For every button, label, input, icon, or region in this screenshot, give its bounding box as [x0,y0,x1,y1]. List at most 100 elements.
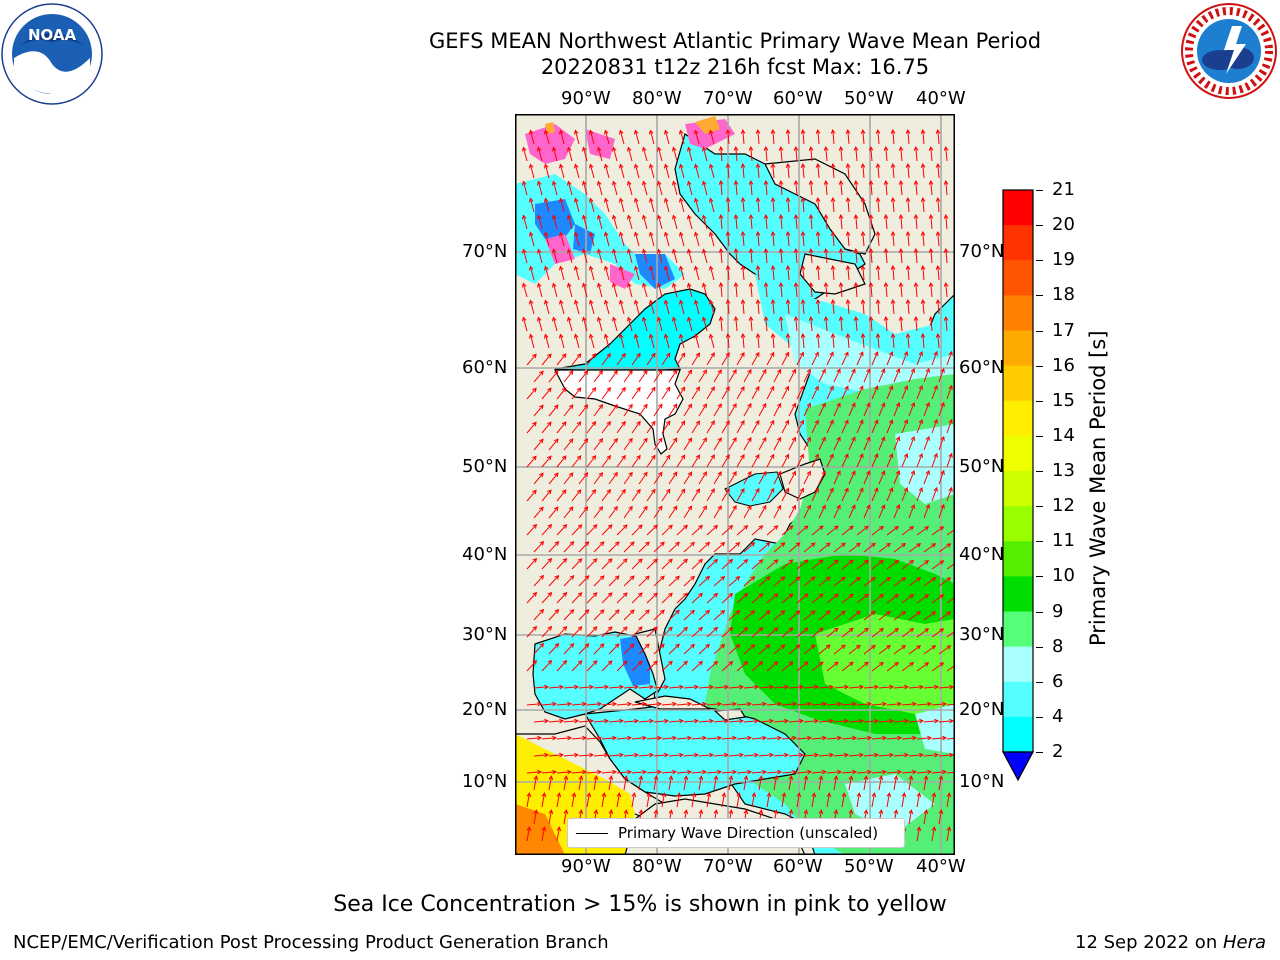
wave-arrow [781,352,789,366]
wave-arrow-head [874,419,879,425]
wave-arrow-head [903,385,909,391]
wave-arrow-head [910,503,916,509]
wave-arrow [751,386,760,400]
lat-tick-left: 20°N [462,699,508,720]
wave-arrow-head [607,592,613,597]
wave-arrow-head [718,180,724,185]
wave-arrow [713,644,725,655]
wave-arrow [781,627,794,638]
wave-arrow-head [919,752,924,758]
wave-arrow-head [558,197,564,203]
wave-arrow-head [935,129,941,134]
wave-arrow-head [618,333,624,339]
wave-arrow-head [718,282,724,287]
wave-arrow-head [781,792,787,798]
wave-arrow [863,368,871,383]
wave-arrow-head [898,180,904,185]
wave-arrow [856,525,869,536]
wave-arrow [751,420,760,434]
wave-arrow-head [821,504,826,510]
wave-arrow [862,164,865,179]
wave-arrow [706,420,715,434]
wave-arrow-head [836,402,841,408]
wave-arrow [773,471,782,485]
wave-arrow [529,232,535,247]
wave-arrow [743,776,747,791]
wave-arrow [653,754,668,757]
wave-arrow-head [918,384,924,390]
wave-arrow-head [806,436,811,442]
wave-arrow [922,232,925,247]
wave-arrow [901,594,914,604]
wave-arrow-head [733,282,739,287]
wave-arrow [597,147,603,162]
wave-arrow [556,558,567,570]
wave-arrow [601,793,605,808]
wave-arrow [736,420,745,434]
wave-arrow [676,737,691,740]
wave-arrow [623,438,633,451]
lat-tick-right: 50°N [959,456,1005,477]
wave-arrow-head [770,299,776,304]
wave-arrow-head [732,437,737,442]
wave-arrow [893,436,900,451]
wave-arrow-head [680,352,686,358]
wave-arrow-head [780,542,786,547]
sea-ice-caption: Sea Ice Concentration > 15% is shown in … [333,892,947,917]
wave-arrow [642,147,648,162]
wave-arrow-head [800,197,806,202]
wave-arrow [841,593,854,604]
wave-arrow-head [946,645,952,650]
wave-arrow [907,130,910,145]
wave-arrow [788,403,796,417]
wave-arrow-head [725,197,731,202]
wave-arrow-head [778,316,784,321]
wave-arrow [825,181,828,196]
wave-arrow-head [693,129,699,135]
wave-arrow-head [539,540,545,546]
wave-arrow [916,560,929,570]
wave-arrow [709,300,715,315]
wave-arrow [691,737,706,740]
wave-arrow-head [706,792,712,798]
wave-arrow [758,369,767,383]
wave-arrow-head [740,419,745,425]
wave-arrow [623,754,638,757]
wave-arrow-head [709,752,714,758]
wave-arrow [922,266,925,281]
wave-arrow [751,771,766,774]
wave-arrow-head [758,809,764,815]
wave-arrow-head [949,752,954,758]
wave-arrow-head [554,574,560,580]
wave-arrow [931,771,946,774]
wave-arrow-head [830,231,836,236]
wave-arrow [946,664,955,672]
wave-arrow [593,370,603,383]
wave-arrow-head [551,214,557,220]
colorbar-block [1003,611,1033,648]
wave-arrow [923,577,936,587]
wave-arrow-head [622,558,628,564]
wave-arrow-head [888,419,894,425]
wave-arrow [742,232,745,247]
wave-arrow [900,181,903,196]
wave-arrow [721,627,733,638]
wave-arrow-head [844,385,849,391]
wave-arrow [825,147,828,162]
wave-arrow [916,385,923,400]
wave-arrow-head [808,282,814,287]
wave-arrow [736,771,751,774]
wave-arrow-head [851,436,856,442]
colorbar-block [1003,646,1033,683]
wave-arrow-head [855,542,861,548]
wave-arrow-head [713,660,719,666]
wave-arrow [923,645,936,655]
wave-arrow [552,283,558,298]
wave-arrow-head [740,299,746,304]
colorbar-tick-label: 17 [1052,319,1075,341]
colorbar-block [1003,576,1033,612]
wave-arrow [720,283,723,298]
colorbar-tick-label: 8 [1052,635,1064,657]
wave-arrow [802,266,805,281]
wave-arrow [848,403,856,417]
